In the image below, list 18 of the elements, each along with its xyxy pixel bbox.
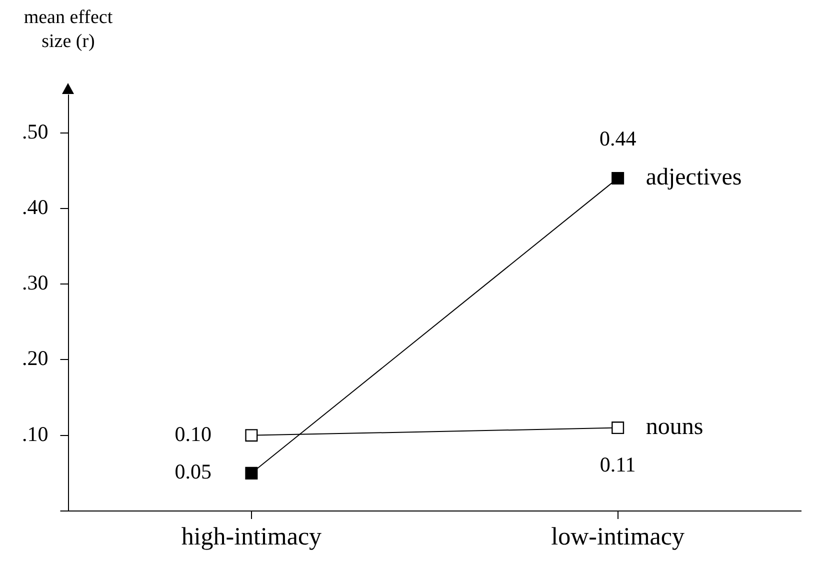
point (612, 422, 624, 434)
x-tick-label: low-intimacy (551, 524, 685, 551)
y-tick-label: .50 (22, 119, 48, 144)
y-tick-label: .20 (22, 346, 48, 370)
y-tick-label: .40 (22, 194, 48, 219)
data-label: 0.10 (174, 422, 212, 446)
data-label: 0.05 (174, 460, 212, 484)
y-tick-label: .10 (22, 422, 48, 446)
series-label: adjectives (646, 164, 742, 190)
y-axis-title: mean effect size (r) (22, 6, 114, 54)
series-label: nouns (646, 414, 704, 440)
data-label: 0.44 (599, 126, 637, 151)
data-label: 0.11 (600, 452, 636, 476)
y-tick-label: .30 (22, 270, 48, 295)
x-tick-label: high-intimacy (181, 524, 322, 551)
point (612, 172, 624, 184)
point (245, 466, 258, 480)
point (245, 429, 258, 442)
